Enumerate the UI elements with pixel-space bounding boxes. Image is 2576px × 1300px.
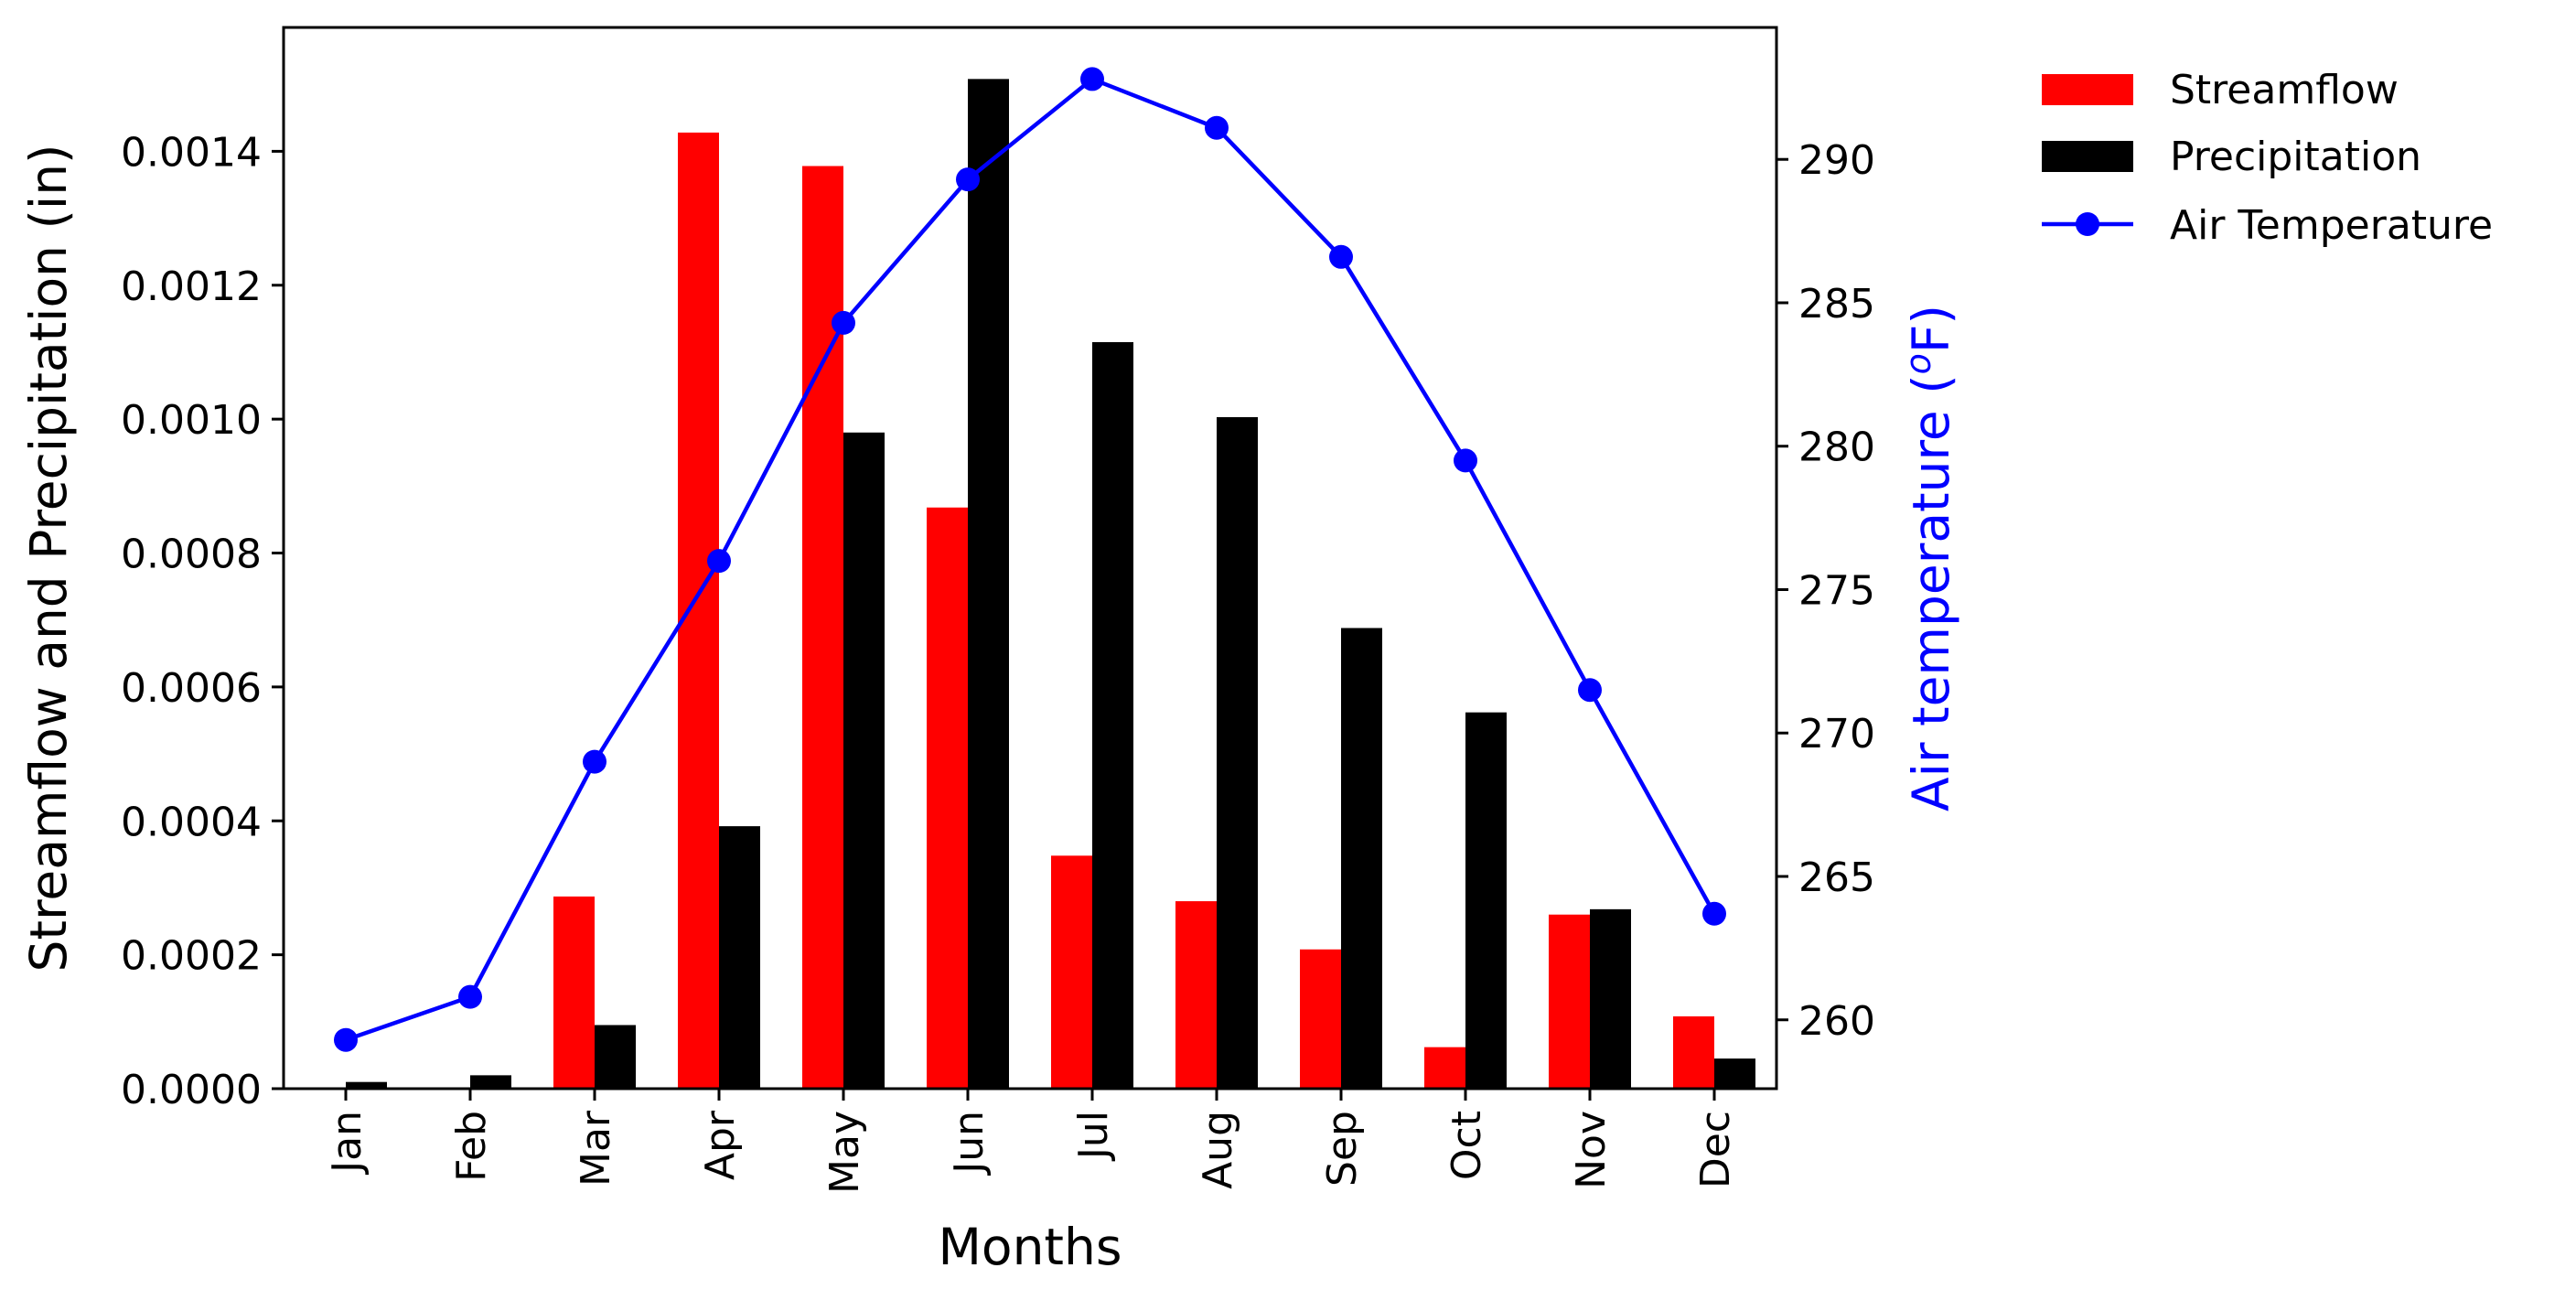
y-axis-title: Streamflow and Precipitation (in)	[19, 144, 78, 972]
temperature-point-nov	[1578, 678, 1602, 703]
y-tick-label: 0.0008	[121, 532, 262, 578]
precipitation-bar-sep	[1341, 628, 1382, 1089]
temperature-line-layer	[334, 67, 1726, 1052]
x-tick-label: Jun	[946, 1111, 993, 1176]
precipitation-bar-jul	[1092, 341, 1133, 1090]
x-tick-label: Feb	[448, 1111, 495, 1182]
legend-label-air-temperature: Air Temperature	[2170, 202, 2493, 249]
precipitation-bar-may	[843, 432, 885, 1090]
temperature-point-mar	[583, 749, 606, 774]
streamflow-bar-aug	[1175, 901, 1217, 1089]
x-tick-label: May	[821, 1111, 868, 1194]
precipitation-bar-mar	[595, 1025, 636, 1089]
streamflow-bar-apr	[678, 132, 719, 1089]
precipitation-bar-feb	[470, 1075, 511, 1089]
y2-tick-label: 280	[1798, 424, 1875, 471]
y2-axis-title-main: Air temperature (	[1902, 374, 1960, 811]
y2-tick-label: 290	[1798, 137, 1875, 184]
precipitation-bar-oct	[1465, 712, 1507, 1089]
y-tick-label: 0.0014	[121, 129, 262, 176]
temperature-point-aug	[1205, 115, 1229, 140]
temperature-point-oct	[1454, 448, 1477, 473]
streamflow-bar-nov	[1549, 914, 1590, 1089]
precipitation-bar-jun	[968, 79, 1009, 1090]
plot-frame	[282, 26, 1778, 1090]
y2-tick-label: 275	[1798, 567, 1875, 614]
x-tick-label: Aug	[1195, 1111, 1241, 1189]
temperature-point-sep	[1329, 244, 1353, 269]
temperature-point-feb	[458, 984, 482, 1009]
y2-tick-label: 270	[1798, 711, 1875, 757]
temperature-point-apr	[707, 549, 731, 574]
x-tick-label: Oct	[1444, 1111, 1490, 1180]
y-axis-left: 0.0000 0.0002 0.0004 0.0006 0.0008 0.0010 0.00…	[121, 129, 284, 1113]
x-axis-title: Months	[938, 1218, 1122, 1276]
x-tick-label: Nov	[1568, 1111, 1615, 1189]
precipitation-bar-jan	[346, 1081, 387, 1089]
x-tick-label: Sep	[1319, 1111, 1366, 1187]
y-tick-label: 0.0002	[121, 933, 262, 980]
streamflow-bar-may	[802, 166, 843, 1090]
streamflow-bar-sep	[1300, 949, 1341, 1089]
y2-axis-title-unit: F)	[1902, 305, 1960, 353]
y-tick-label: 0.0000	[121, 1067, 262, 1113]
x-tick-label: Apr	[697, 1110, 744, 1180]
y2-axis-title: Air temperature (oF)	[1898, 305, 1960, 811]
y-tick-label: 0.0004	[121, 799, 262, 845]
legend-label-precipitation: Precipitation	[2170, 134, 2421, 180]
precipitation-bar-aug	[1217, 416, 1258, 1089]
precipitation-bar-apr	[719, 826, 760, 1089]
y2-tick-label: 265	[1798, 854, 1875, 901]
streamflow-bar-oct	[1424, 1047, 1465, 1089]
streamflow-bar-mar	[553, 896, 595, 1089]
legend-swatch-streamflow	[2042, 74, 2133, 105]
y-tick-label: 0.0010	[121, 397, 262, 444]
x-tick-label: Mar	[573, 1110, 619, 1187]
y2-tick-label: 285	[1798, 281, 1875, 328]
y2-axis-title-sup: o	[1898, 353, 1938, 374]
legend-swatch-precipitation	[2042, 141, 2133, 172]
streamflow-bar-jun	[927, 507, 968, 1089]
y-tick-label: 0.0012	[121, 263, 262, 310]
legend-label-streamflow: Streamflow	[2170, 67, 2399, 113]
precipitation-bar-dec	[1714, 1058, 1755, 1089]
x-tick-label: Jul	[1070, 1111, 1117, 1162]
temperature-point-may	[832, 310, 855, 335]
temperature-point-dec	[1702, 901, 1726, 926]
precipitation-bar-nov	[1590, 908, 1631, 1089]
temperature-point-jun	[956, 167, 980, 192]
legend-swatch-marker	[2076, 212, 2099, 236]
y-axis-right: 260 265 270 275 280 285 290	[1776, 137, 1875, 1045]
x-tick-label: Dec	[1692, 1111, 1739, 1188]
temperature-line	[345, 77, 1716, 1042]
streamflow-bar-dec	[1673, 1015, 1714, 1089]
y-tick-label: 0.0006	[121, 665, 262, 712]
y2-tick-label: 260	[1798, 998, 1875, 1045]
temperature-point-jan	[334, 1027, 358, 1052]
bars-layer	[346, 79, 1755, 1090]
x-axis: Jan Feb Mar Apr May Jun Jul Aug Sep Oct Nov Dec	[324, 1089, 1739, 1194]
streamflow-bar-jul	[1051, 855, 1092, 1089]
legend: Streamflow Precipitation Air Temperature	[2042, 67, 2493, 249]
x-tick-label: Jan	[324, 1111, 370, 1176]
temperature-point-jul	[1080, 67, 1104, 91]
